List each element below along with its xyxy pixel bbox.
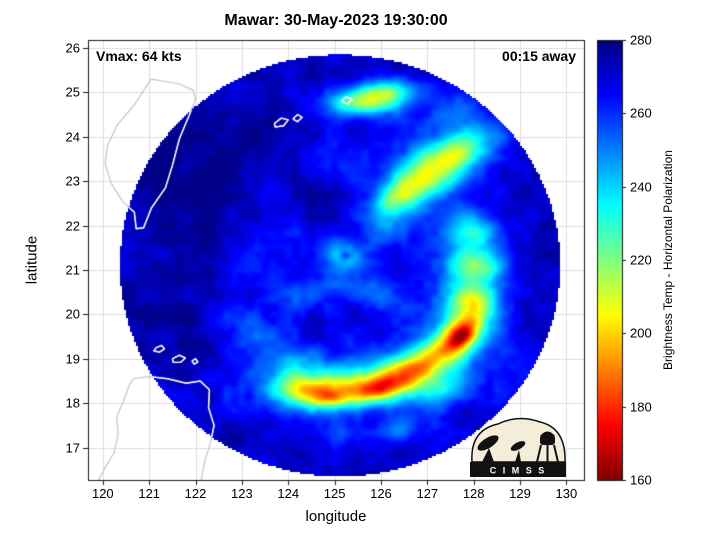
y-tick-label: 22 bbox=[65, 218, 80, 234]
x-tick-label: 124 bbox=[277, 486, 300, 501]
vmax-annotation: Vmax: 64 kts bbox=[96, 48, 182, 64]
y-tick-label: 20 bbox=[65, 306, 80, 322]
satellite-dish-icon bbox=[477, 435, 526, 462]
y-tick-label: 17 bbox=[65, 440, 80, 456]
cimss-logo: C I M S S bbox=[470, 417, 566, 477]
colorbar-label: Brightness Temp - Horizontal Polarizatio… bbox=[661, 150, 675, 370]
colorbar-tick-label: 280 bbox=[630, 32, 652, 48]
x-tick-label: 121 bbox=[138, 486, 161, 501]
logo-band bbox=[470, 462, 566, 477]
colorbar-tick-label: 220 bbox=[630, 252, 652, 268]
y-tick-label: 24 bbox=[65, 129, 80, 145]
colorbar-tick-label: 160 bbox=[630, 472, 652, 488]
x-tick-label: 120 bbox=[91, 486, 114, 501]
water-tower-icon bbox=[536, 431, 559, 463]
logo-dome bbox=[471, 417, 566, 463]
y-tick-label: 18 bbox=[65, 395, 80, 411]
colorbar-tick-label: 200 bbox=[630, 325, 652, 341]
x-tick-label: 129 bbox=[509, 486, 531, 501]
x-tick-label: 127 bbox=[416, 486, 439, 501]
colorbar-tick-label: 260 bbox=[630, 105, 652, 121]
colorbar-tick-label: 180 bbox=[630, 399, 652, 415]
x-tick-label: 125 bbox=[323, 486, 346, 501]
x-tick-label: 130 bbox=[555, 486, 578, 501]
y-tick-label: 23 bbox=[65, 173, 80, 189]
x-tick-label: 128 bbox=[462, 486, 485, 501]
x-tick-label: 122 bbox=[184, 486, 207, 501]
y-tick-label: 19 bbox=[65, 351, 80, 367]
plot-title: Mawar: 30-May-2023 19:30:00 bbox=[224, 12, 448, 29]
y-tick-label: 25 bbox=[65, 84, 80, 100]
y-tick-label: 21 bbox=[65, 262, 80, 278]
y-tick-label: 26 bbox=[65, 40, 80, 56]
x-tick-label: 123 bbox=[231, 486, 253, 501]
x-axis-label: longitude bbox=[305, 508, 367, 525]
colorbar-tick-label: 240 bbox=[630, 179, 652, 195]
y-axis-label: latitude bbox=[23, 235, 41, 285]
x-tick-label: 126 bbox=[370, 486, 392, 501]
eta-annotation: 00:15 away bbox=[502, 48, 576, 64]
logo-text: C I M S S bbox=[490, 466, 547, 476]
